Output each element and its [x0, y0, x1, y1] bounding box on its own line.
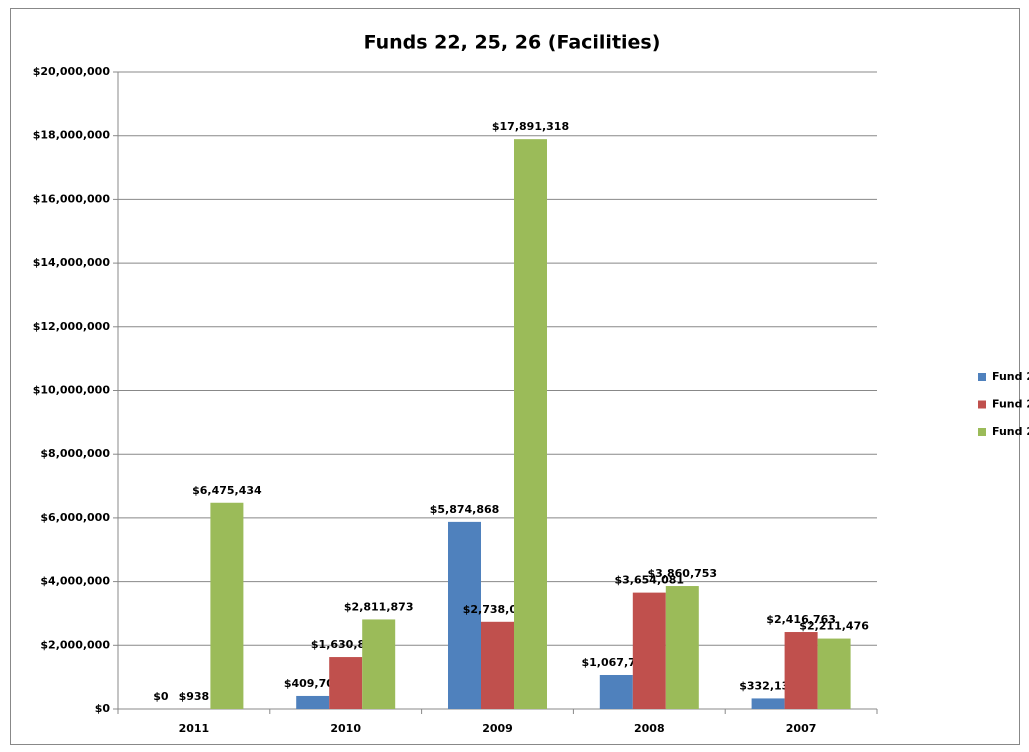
value-label: $3,654,081 [615, 574, 685, 587]
x-tick-label: 2009 [482, 722, 513, 735]
value-label: $17,891,318 [492, 120, 569, 133]
legend-swatch [978, 428, 986, 436]
value-label: $332,130 [739, 679, 797, 692]
chart-title: Funds 22, 25, 26 (Facilities) [364, 32, 661, 54]
y-tick-label: $0 [95, 702, 111, 715]
x-tick-label: 2008 [634, 722, 665, 735]
value-label: $3,860,753 [648, 567, 718, 580]
bar [362, 619, 396, 709]
value-label: $6,475,434 [192, 484, 262, 497]
legend-label: Fund 22 (Library) [992, 370, 1029, 383]
y-tick-label: $12,000,000 [33, 320, 111, 333]
legend-label: Fund 25 (Fire) [992, 398, 1029, 411]
y-tick-label: $10,000,000 [33, 384, 111, 397]
bar [817, 638, 851, 709]
bar [751, 698, 785, 709]
value-label: $2,416,763 [766, 613, 836, 626]
bar [514, 139, 547, 710]
legend-swatch [978, 400, 986, 409]
bar [599, 674, 633, 709]
value-label: $5,874,868 [430, 503, 500, 516]
bar [665, 586, 699, 709]
x-tick-label: 2010 [330, 722, 361, 735]
y-tick-label: $4,000,000 [40, 575, 110, 588]
bar [210, 502, 244, 709]
bar [329, 657, 363, 709]
y-tick-label: $6,000,000 [40, 511, 110, 524]
legend-label: Fund 26 (Facilities) [992, 425, 1029, 438]
value-label: $938 [179, 690, 210, 703]
y-tick-label: $20,000,000 [33, 65, 111, 78]
bar [296, 695, 330, 709]
x-tick-label: 2011 [179, 722, 210, 735]
bar [481, 621, 514, 709]
bar [448, 521, 481, 709]
bar [632, 592, 666, 709]
value-label: $2,811,873 [344, 600, 414, 613]
legend-swatch [978, 373, 986, 381]
x-tick-label: 2007 [786, 722, 817, 735]
bar [784, 632, 818, 709]
value-label: $0 [153, 690, 169, 703]
y-tick-label: $16,000,000 [33, 192, 111, 205]
y-tick-label: $18,000,000 [33, 129, 111, 142]
y-tick-label: $2,000,000 [40, 638, 110, 651]
value-label: $2,211,476 [799, 620, 869, 633]
y-tick-label: $14,000,000 [33, 256, 111, 269]
y-tick-label: $8,000,000 [40, 447, 110, 460]
value-label: $409,705 [284, 677, 342, 690]
